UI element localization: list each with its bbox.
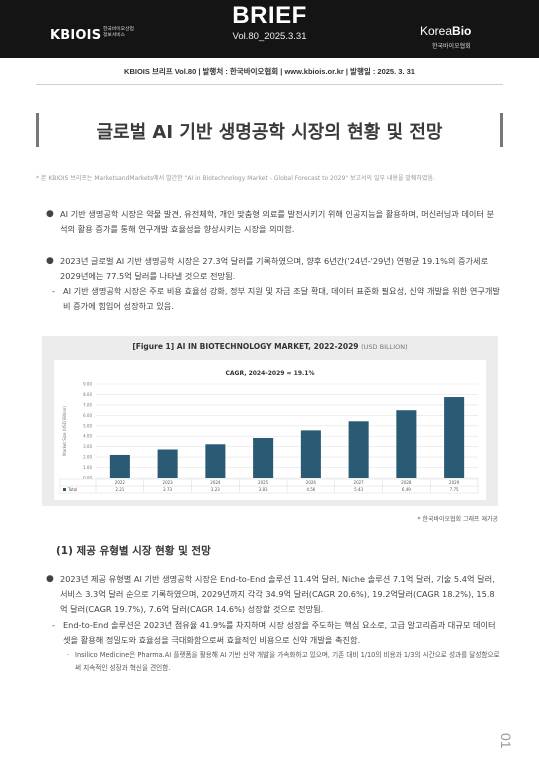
- sub-bullet-growth-drivers: - AI 기반 생명공학 시장은 주로 비용 효율성 강화, 정부 지원 및 자…: [52, 284, 500, 314]
- y-tick-label: 4.00: [83, 434, 92, 439]
- sub-sub-bullet-insilico: · Insilico Medicine은 Pharma.AI 플랫폼을 활용해 …: [67, 649, 500, 675]
- x-tick-label: 2022: [115, 480, 126, 485]
- figure-title-text: [Figure 1] AI IN BIOTECHNOLOGY MARKET, 2…: [132, 342, 359, 351]
- data-label: 3.83: [259, 487, 268, 492]
- y-axis-label: Market Size (USD Billion): [62, 406, 67, 456]
- bullet-text: 2023년 글로벌 AI 기반 생명공학 시장은 27.3억 달러를 기록하였으…: [60, 256, 489, 281]
- data-label: 4.56: [306, 487, 315, 492]
- y-tick-label: 7.00: [83, 402, 92, 407]
- bar: [253, 437, 274, 478]
- divider: [36, 84, 503, 85]
- x-tick-label: 2026: [306, 480, 317, 485]
- legend-label: Total: [67, 487, 77, 492]
- title-bar-right: [500, 113, 503, 147]
- bar: [444, 397, 465, 478]
- bar: [109, 454, 130, 478]
- bar: [396, 410, 417, 478]
- y-tick-label: 2.00: [83, 455, 92, 460]
- chart-cagr-label: CAGR, 2024-2029 = 19.1%: [225, 370, 315, 377]
- kbiois-logo: KBIOIS: [50, 28, 102, 43]
- data-label: 3.23: [211, 487, 220, 492]
- bullet-market-size: ● 2023년 글로벌 AI 기반 생명공학 시장은 27.3억 달러를 기록하…: [46, 254, 500, 284]
- title-block: 글로벌 AI 기반 생명공학 시장의 현황 및 전망: [36, 112, 503, 148]
- bullet-dot: ●: [46, 209, 54, 219]
- x-tick-label: 2025: [258, 480, 269, 485]
- x-tick-label: 2028: [401, 480, 412, 485]
- data-label: 5.43: [354, 487, 363, 492]
- kbiois-sub-line-1: 한국바이오산업: [103, 27, 134, 32]
- data-label: 2.21: [115, 487, 124, 492]
- bullet-text: AI 기반 생명공학 시장은 약물 발견, 유전체학, 개인 맞춤형 의료를 발…: [60, 209, 495, 234]
- bullet-offering-types: ● 2023년 제공 유형별 AI 기반 생명공학 시장은 End-to-End…: [46, 572, 500, 617]
- bullet-dot: ●: [46, 574, 54, 584]
- bar: [205, 444, 226, 478]
- sub-sub-bullet-text: Insilico Medicine은 Pharma.AI 플랫폼을 활용해 AI…: [75, 651, 500, 672]
- bullet-market-definition: ● AI 기반 생명공학 시장은 약물 발견, 유전체학, 개인 맞춤형 의료를…: [46, 207, 500, 237]
- brief-volume: Vol.80_2025.3.31: [232, 31, 307, 42]
- sub-bullet-dash: -: [52, 620, 55, 630]
- data-label: 6.49: [402, 487, 411, 492]
- bar-chart: Market Size (USD Billion) 0.00 1.00 2.00 3.0…: [59, 382, 479, 494]
- kbiois-sub-line-2: 정보서비스: [103, 33, 126, 38]
- figure-1: [Figure 1] AI IN BIOTECHNOLOGY MARKET, 2…: [42, 336, 498, 506]
- page-title: 글로벌 AI 기반 생명공학 시장의 현황 및 전망: [96, 122, 443, 143]
- y-tick-label: 3.00: [83, 444, 92, 449]
- figure-title: [Figure 1] AI IN BIOTECHNOLOGY MARKET, 2…: [42, 342, 498, 351]
- sub-sub-bullet-marker: ·: [67, 651, 70, 659]
- sub-bullet-dash: -: [52, 286, 55, 296]
- sub-bullet-text: AI 기반 생명공학 시장은 주로 비용 효율성 강화, 정부 지원 및 자금 …: [63, 286, 500, 311]
- y-tick-label: 0.00: [83, 476, 92, 481]
- figure-source: * 한국바이오협회 그래프 재가공: [417, 516, 498, 523]
- x-tick-label: 2024: [210, 480, 221, 485]
- source-note: * 본 KBIOIS 브리프는 MarketsandMarkets에서 발간한 …: [36, 175, 435, 182]
- section-heading: (1) 제공 유형별 시장 현황 및 전망: [56, 545, 211, 557]
- chart-panel: CAGR, 2024-2029 = 19.1% Market Size (USD…: [54, 360, 486, 500]
- y-tick-label: 8.00: [83, 392, 92, 397]
- sub-bullet-text: End-to-End 솔루션은 2023년 점유율 41.9%를 차지하며 시장…: [63, 620, 496, 645]
- data-label: 7.75: [450, 487, 459, 492]
- title-bar-left: [36, 113, 39, 147]
- koreabio-logo: KoreaBio: [420, 24, 471, 38]
- data-label: 2.73: [163, 487, 172, 492]
- brief-title: BRIEF: [232, 2, 307, 29]
- figure-unit: (USD BILLION): [361, 343, 408, 351]
- koreabio-logo-a: Korea: [420, 24, 453, 38]
- y-tick-label: 6.00: [83, 413, 92, 418]
- publication-line: KBIOIS 브리프 Vol.80 | 발행처 : 한국바이오협회 | www.…: [124, 67, 415, 76]
- bar: [300, 430, 321, 478]
- page-number: 01: [498, 733, 514, 749]
- koreabio-logo-subtitle: 한국바이오협회: [432, 43, 471, 50]
- x-tick-label: 2027: [354, 480, 365, 485]
- legend-swatch: [63, 488, 66, 491]
- sub-bullet-end-to-end: - End-to-End 솔루션은 2023년 점유율 41.9%를 차지하며 …: [52, 618, 500, 648]
- x-tick-label: 2023: [163, 480, 174, 485]
- bar: [157, 449, 178, 478]
- x-tick-label: 2029: [449, 480, 460, 485]
- y-tick-label: 9.00: [83, 382, 92, 387]
- koreabio-logo-b: Bio: [452, 24, 472, 38]
- header-banner: KBIOIS 한국바이오산업 정보서비스 BRIEF Vol.80_2025.3…: [0, 0, 539, 58]
- bullet-dot: ●: [46, 256, 54, 266]
- bar: [348, 421, 369, 478]
- y-tick-label: 5.00: [83, 423, 92, 428]
- y-tick-label: 1.00: [83, 465, 92, 470]
- kbiois-logo-subtitle: 한국바이오산업 정보서비스: [103, 27, 134, 39]
- bullet-text: 2023년 제공 유형별 AI 기반 생명공학 시장은 End-to-End 솔…: [60, 574, 495, 614]
